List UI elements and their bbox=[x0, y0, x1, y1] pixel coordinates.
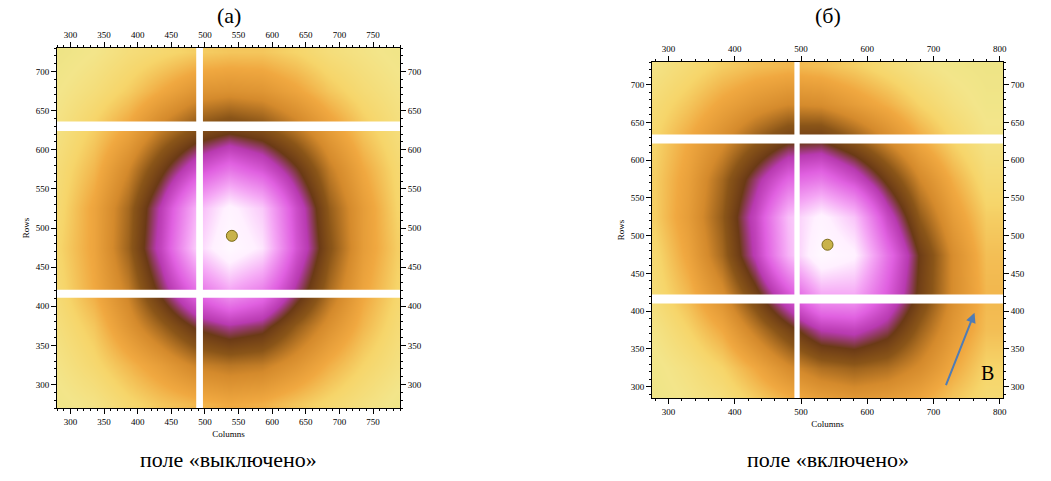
svg-text:450: 450 bbox=[165, 30, 179, 40]
svg-text:700: 700 bbox=[927, 407, 941, 417]
svg-text:300: 300 bbox=[1011, 382, 1025, 392]
svg-text:поле «включено»: поле «включено» bbox=[747, 447, 909, 472]
svg-text:650: 650 bbox=[408, 106, 422, 116]
svg-text:450: 450 bbox=[631, 269, 645, 279]
svg-text:550: 550 bbox=[232, 417, 246, 427]
svg-text:500: 500 bbox=[198, 30, 212, 40]
svg-text:450: 450 bbox=[1011, 269, 1025, 279]
svg-text:650: 650 bbox=[299, 30, 313, 40]
svg-text:300: 300 bbox=[408, 380, 422, 390]
svg-text:(a): (a) bbox=[217, 3, 241, 28]
svg-text:550: 550 bbox=[408, 184, 422, 194]
svg-text:300: 300 bbox=[64, 30, 78, 40]
svg-text:700: 700 bbox=[1011, 80, 1025, 90]
svg-text:500: 500 bbox=[794, 44, 808, 54]
svg-text:300: 300 bbox=[662, 44, 676, 54]
svg-text:700: 700 bbox=[408, 67, 422, 77]
svg-text:400: 400 bbox=[36, 301, 50, 311]
svg-text:300: 300 bbox=[36, 380, 50, 390]
svg-text:500: 500 bbox=[36, 223, 50, 233]
svg-text:650: 650 bbox=[1011, 118, 1025, 128]
svg-text:550: 550 bbox=[36, 184, 50, 194]
svg-text:450: 450 bbox=[36, 262, 50, 272]
svg-text:(б): (б) bbox=[815, 3, 841, 28]
svg-text:550: 550 bbox=[1011, 193, 1025, 203]
svg-text:350: 350 bbox=[408, 341, 422, 351]
svg-text:700: 700 bbox=[631, 80, 645, 90]
svg-text:550: 550 bbox=[232, 30, 246, 40]
svg-text:300: 300 bbox=[662, 407, 676, 417]
svg-text:450: 450 bbox=[408, 262, 422, 272]
svg-text:300: 300 bbox=[631, 382, 645, 392]
svg-text:600: 600 bbox=[1011, 155, 1025, 165]
svg-text:600: 600 bbox=[265, 30, 279, 40]
svg-text:350: 350 bbox=[97, 417, 111, 427]
svg-text:400: 400 bbox=[131, 417, 145, 427]
svg-text:500: 500 bbox=[1011, 231, 1025, 241]
svg-text:600: 600 bbox=[860, 407, 874, 417]
svg-text:400: 400 bbox=[728, 44, 742, 54]
svg-text:400: 400 bbox=[131, 30, 145, 40]
svg-text:600: 600 bbox=[265, 417, 279, 427]
svg-text:поле «выключено»: поле «выключено» bbox=[140, 447, 317, 472]
svg-text:Rows: Rows bbox=[21, 217, 31, 238]
svg-text:700: 700 bbox=[36, 67, 50, 77]
svg-text:650: 650 bbox=[631, 118, 645, 128]
svg-text:Columns: Columns bbox=[212, 429, 245, 439]
svg-text:700: 700 bbox=[927, 44, 941, 54]
svg-text:600: 600 bbox=[36, 145, 50, 155]
svg-text:350: 350 bbox=[97, 30, 111, 40]
svg-text:B: B bbox=[981, 362, 994, 384]
svg-text:350: 350 bbox=[36, 341, 50, 351]
svg-text:350: 350 bbox=[1011, 344, 1025, 354]
svg-text:600: 600 bbox=[408, 145, 422, 155]
svg-text:650: 650 bbox=[299, 417, 313, 427]
svg-text:400: 400 bbox=[728, 407, 742, 417]
svg-text:500: 500 bbox=[408, 223, 422, 233]
svg-text:700: 700 bbox=[333, 417, 347, 427]
svg-text:500: 500 bbox=[794, 407, 808, 417]
svg-text:450: 450 bbox=[165, 417, 179, 427]
svg-text:550: 550 bbox=[631, 193, 645, 203]
svg-text:350: 350 bbox=[631, 344, 645, 354]
svg-text:400: 400 bbox=[631, 306, 645, 316]
svg-text:500: 500 bbox=[198, 417, 212, 427]
svg-text:750: 750 bbox=[366, 30, 380, 40]
svg-text:800: 800 bbox=[993, 407, 1007, 417]
svg-text:400: 400 bbox=[408, 301, 422, 311]
svg-text:700: 700 bbox=[333, 30, 347, 40]
svg-text:400: 400 bbox=[1011, 306, 1025, 316]
svg-text:600: 600 bbox=[860, 44, 874, 54]
svg-text:500: 500 bbox=[631, 231, 645, 241]
svg-text:650: 650 bbox=[36, 106, 50, 116]
svg-text:Rows: Rows bbox=[616, 219, 626, 240]
svg-text:800: 800 bbox=[993, 44, 1007, 54]
svg-text:600: 600 bbox=[631, 155, 645, 165]
svg-text:Columns: Columns bbox=[811, 419, 844, 429]
svg-text:300: 300 bbox=[64, 417, 78, 427]
svg-text:750: 750 bbox=[366, 417, 380, 427]
